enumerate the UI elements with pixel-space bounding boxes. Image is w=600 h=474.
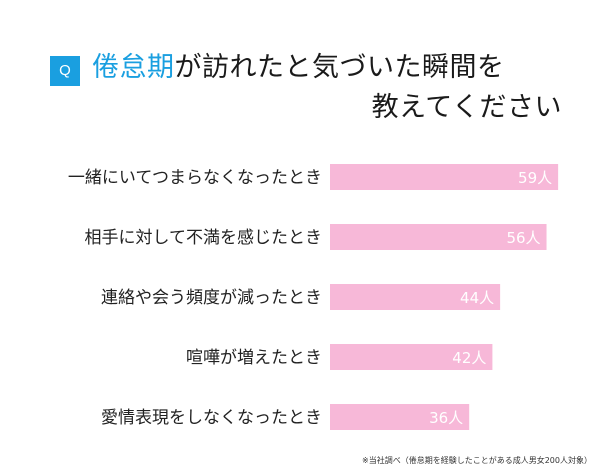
category-label: 愛情表現をしなくなったとき <box>101 408 322 428</box>
title-highlight: 倦怠期 <box>92 52 175 83</box>
value-label: 44人 <box>460 289 494 307</box>
title-line1-rest: が訪れたと気づいた瞬間を <box>174 52 505 83</box>
value-label: 36人 <box>429 409 463 427</box>
page-title: 倦怠期が訪れたと気づいた瞬間を 教えてください <box>92 48 562 128</box>
value-label: 42人 <box>452 349 486 367</box>
bar <box>330 164 559 190</box>
value-label: 59人 <box>518 169 552 187</box>
category-label: 相手に対して不満を感じたとき <box>85 228 323 248</box>
category-label: 連絡や会う頻度が減ったとき <box>101 288 322 308</box>
bar <box>330 404 470 430</box>
bar <box>330 344 493 370</box>
value-label: 56人 <box>506 229 540 247</box>
footnote: ※当社調べ（倦怠期を経験したことがある成人男女200人対象） <box>362 456 592 465</box>
category-label: 喧嘩が増えたとき <box>186 348 322 368</box>
bar <box>330 284 501 310</box>
question-badge: Q <box>50 56 80 86</box>
title-line2: 教えてください <box>371 92 562 123</box>
bar <box>330 224 547 250</box>
category-label: 一緒にいてつまらなくなったとき <box>68 168 322 188</box>
